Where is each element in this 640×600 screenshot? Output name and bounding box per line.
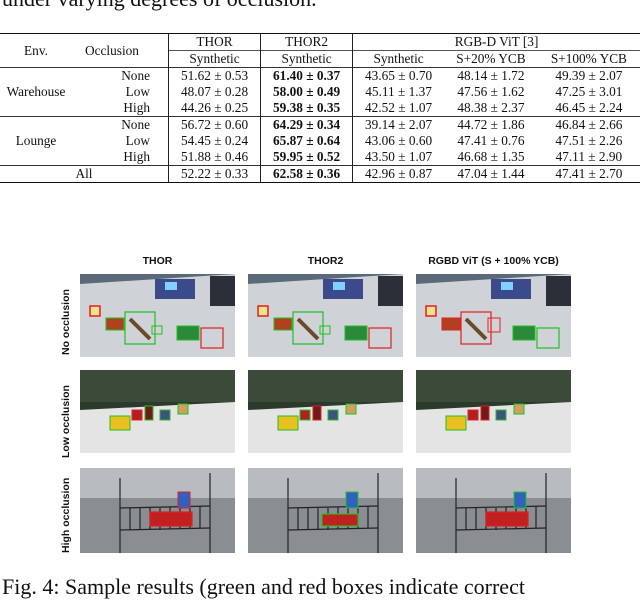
value-cell: 44.26 ± 0.25	[167, 100, 261, 117]
value-cell-best: 59.38 ± 0.35	[273, 100, 341, 115]
sub-thor: Synthetic	[167, 50, 261, 68]
header-row-1: Env. Occlusion THOR THOR2 RGB-D ViT [3]	[0, 33, 640, 68]
value-cell-best: 58.00 ± 0.49	[273, 84, 341, 99]
value-cell: 39.14 ± 2.07	[352, 116, 445, 133]
image-thor2-no-occlusion	[248, 274, 403, 357]
value-cell: 47.04 ± 1.44	[444, 165, 538, 183]
value-cell: 43.50 ± 1.07	[352, 149, 445, 166]
row-title-low-occlusion: Low occlusion	[60, 385, 72, 458]
occ-cell: None	[72, 67, 169, 84]
value-cell: 48.38 ± 2.37	[457, 100, 525, 115]
table-row-all: All 52.22 ± 0.33 62.58 ± 0.36 42.96 ± 0.…	[0, 165, 640, 183]
value-cell: 48.07 ± 0.28	[167, 84, 261, 100]
header-env: Env.	[0, 33, 72, 68]
header-thor: THOR	[167, 33, 261, 51]
value-cell: 54.45 ± 0.24	[167, 133, 261, 149]
value-cell: 47.56 ± 1.62	[457, 84, 525, 99]
table-row: Low 54.45 ± 0.24 65.87 ± 0.64 43.06 ± 0.…	[0, 133, 640, 149]
occ-cell: Low	[125, 84, 150, 99]
sub-rgbd-s100: S+100% YCB	[537, 50, 640, 68]
sub-rgbd-synthetic: Synthetic	[352, 50, 445, 68]
value-cell: 49.39 ± 2.07	[537, 67, 640, 84]
header-rgbd: RGB-D ViT [3]	[352, 33, 640, 51]
value-cell: 43.06 ± 0.60	[352, 133, 445, 149]
value-cell: 51.88 ± 0.46	[167, 149, 261, 166]
occ-cell: None	[72, 116, 169, 133]
value-cell: 51.62 ± 0.53	[167, 67, 261, 84]
table-row: Lounge None 56.72 ± 0.60 64.29 ± 0.34 39…	[0, 116, 640, 166]
results-table: Env. Occlusion THOR THOR2 RGB-D ViT [3] …	[0, 33, 640, 183]
sub-thor2: Synthetic	[260, 50, 353, 68]
header-thor2: THOR2	[260, 33, 353, 51]
value-cell: 47.51 ± 2.26	[555, 133, 623, 148]
image-thor-no-occlusion	[80, 274, 235, 357]
col-title-thor2: THOR2	[307, 255, 344, 267]
row-title-no-occlusion: No occlusion	[60, 289, 72, 355]
value-cell: 56.72 ± 0.60	[167, 116, 261, 133]
occ-cell: High	[123, 149, 150, 164]
value-cell: 47.41 ± 2.70	[537, 165, 640, 183]
image-rgbd-low-occlusion	[416, 370, 571, 453]
caption-top: under varying degrees of occlusion.	[2, 0, 317, 12]
col-title-thor: THOR	[142, 255, 173, 267]
value-cell-best: 62.58 ± 0.36	[273, 166, 341, 181]
occ-cell: High	[123, 100, 150, 115]
value-cell: 43.65 ± 0.70	[352, 67, 445, 84]
value-cell: 44.72 ± 1.86	[444, 116, 538, 133]
value-cell: 46.84 ± 2.66	[537, 116, 640, 133]
image-rgbd-high-occlusion	[416, 468, 571, 553]
value-cell: 45.11 ± 1.37	[352, 84, 445, 100]
qualitative-figure: THOR THOR2 RGBD ViT (S + 100% YCB) No oc…	[0, 250, 640, 587]
table-row: High 51.88 ± 0.46 59.95 ± 0.52 43.50 ± 1…	[0, 149, 640, 166]
value-cell: 46.45 ± 2.24	[555, 100, 623, 115]
value-cell: 47.11 ± 2.90	[555, 149, 623, 164]
value-cell: 46.68 ± 1.35	[457, 149, 525, 164]
sub-rgbd-s20: S+20% YCB	[444, 50, 538, 68]
value-cell-best: 65.87 ± 0.64	[273, 133, 341, 148]
col-title-rgbd: RGBD ViT (S + 100% YCB)	[428, 255, 559, 267]
row-title-high-occlusion: High occlusion	[60, 477, 72, 553]
header-occlusion: Occlusion	[72, 33, 169, 68]
table-row: Warehouse None 51.62 ± 0.53 61.40 ± 0.37…	[0, 67, 640, 117]
value-cell-best: 59.95 ± 0.52	[273, 149, 341, 164]
value-cell: 47.41 ± 0.76	[457, 133, 525, 148]
value-cell: 52.22 ± 0.33	[167, 165, 261, 183]
image-rgbd-no-occlusion	[416, 274, 571, 357]
all-label: All	[0, 165, 169, 183]
image-thor-low-occlusion	[80, 370, 235, 453]
table-row: Low 48.07 ± 0.28 58.00 ± 0.49 45.11 ± 1.…	[0, 84, 640, 100]
env-cell: Warehouse	[0, 67, 72, 117]
caption-bottom: Fig. 4: Sample results (green and red bo…	[2, 574, 525, 599]
value-cell: 48.14 ± 1.72	[444, 67, 538, 84]
image-thor2-high-occlusion	[248, 468, 403, 553]
value-cell-best: 64.29 ± 0.34	[273, 117, 341, 132]
image-thor2-low-occlusion	[248, 370, 403, 453]
table-row: High 44.26 ± 0.25 59.38 ± 0.35 42.52 ± 1…	[0, 100, 640, 117]
value-cell-best: 61.40 ± 0.37	[273, 68, 341, 83]
image-thor-high-occlusion	[80, 468, 235, 553]
value-cell: 47.25 ± 3.01	[555, 84, 623, 99]
occ-cell: Low	[125, 133, 150, 148]
header-row-2: Synthetic Synthetic Synthetic S+20% YCB …	[0, 50, 640, 68]
env-cell: Lounge	[0, 116, 72, 166]
value-cell: 42.96 ± 0.87	[352, 165, 445, 183]
value-cell: 42.52 ± 1.07	[352, 100, 445, 117]
